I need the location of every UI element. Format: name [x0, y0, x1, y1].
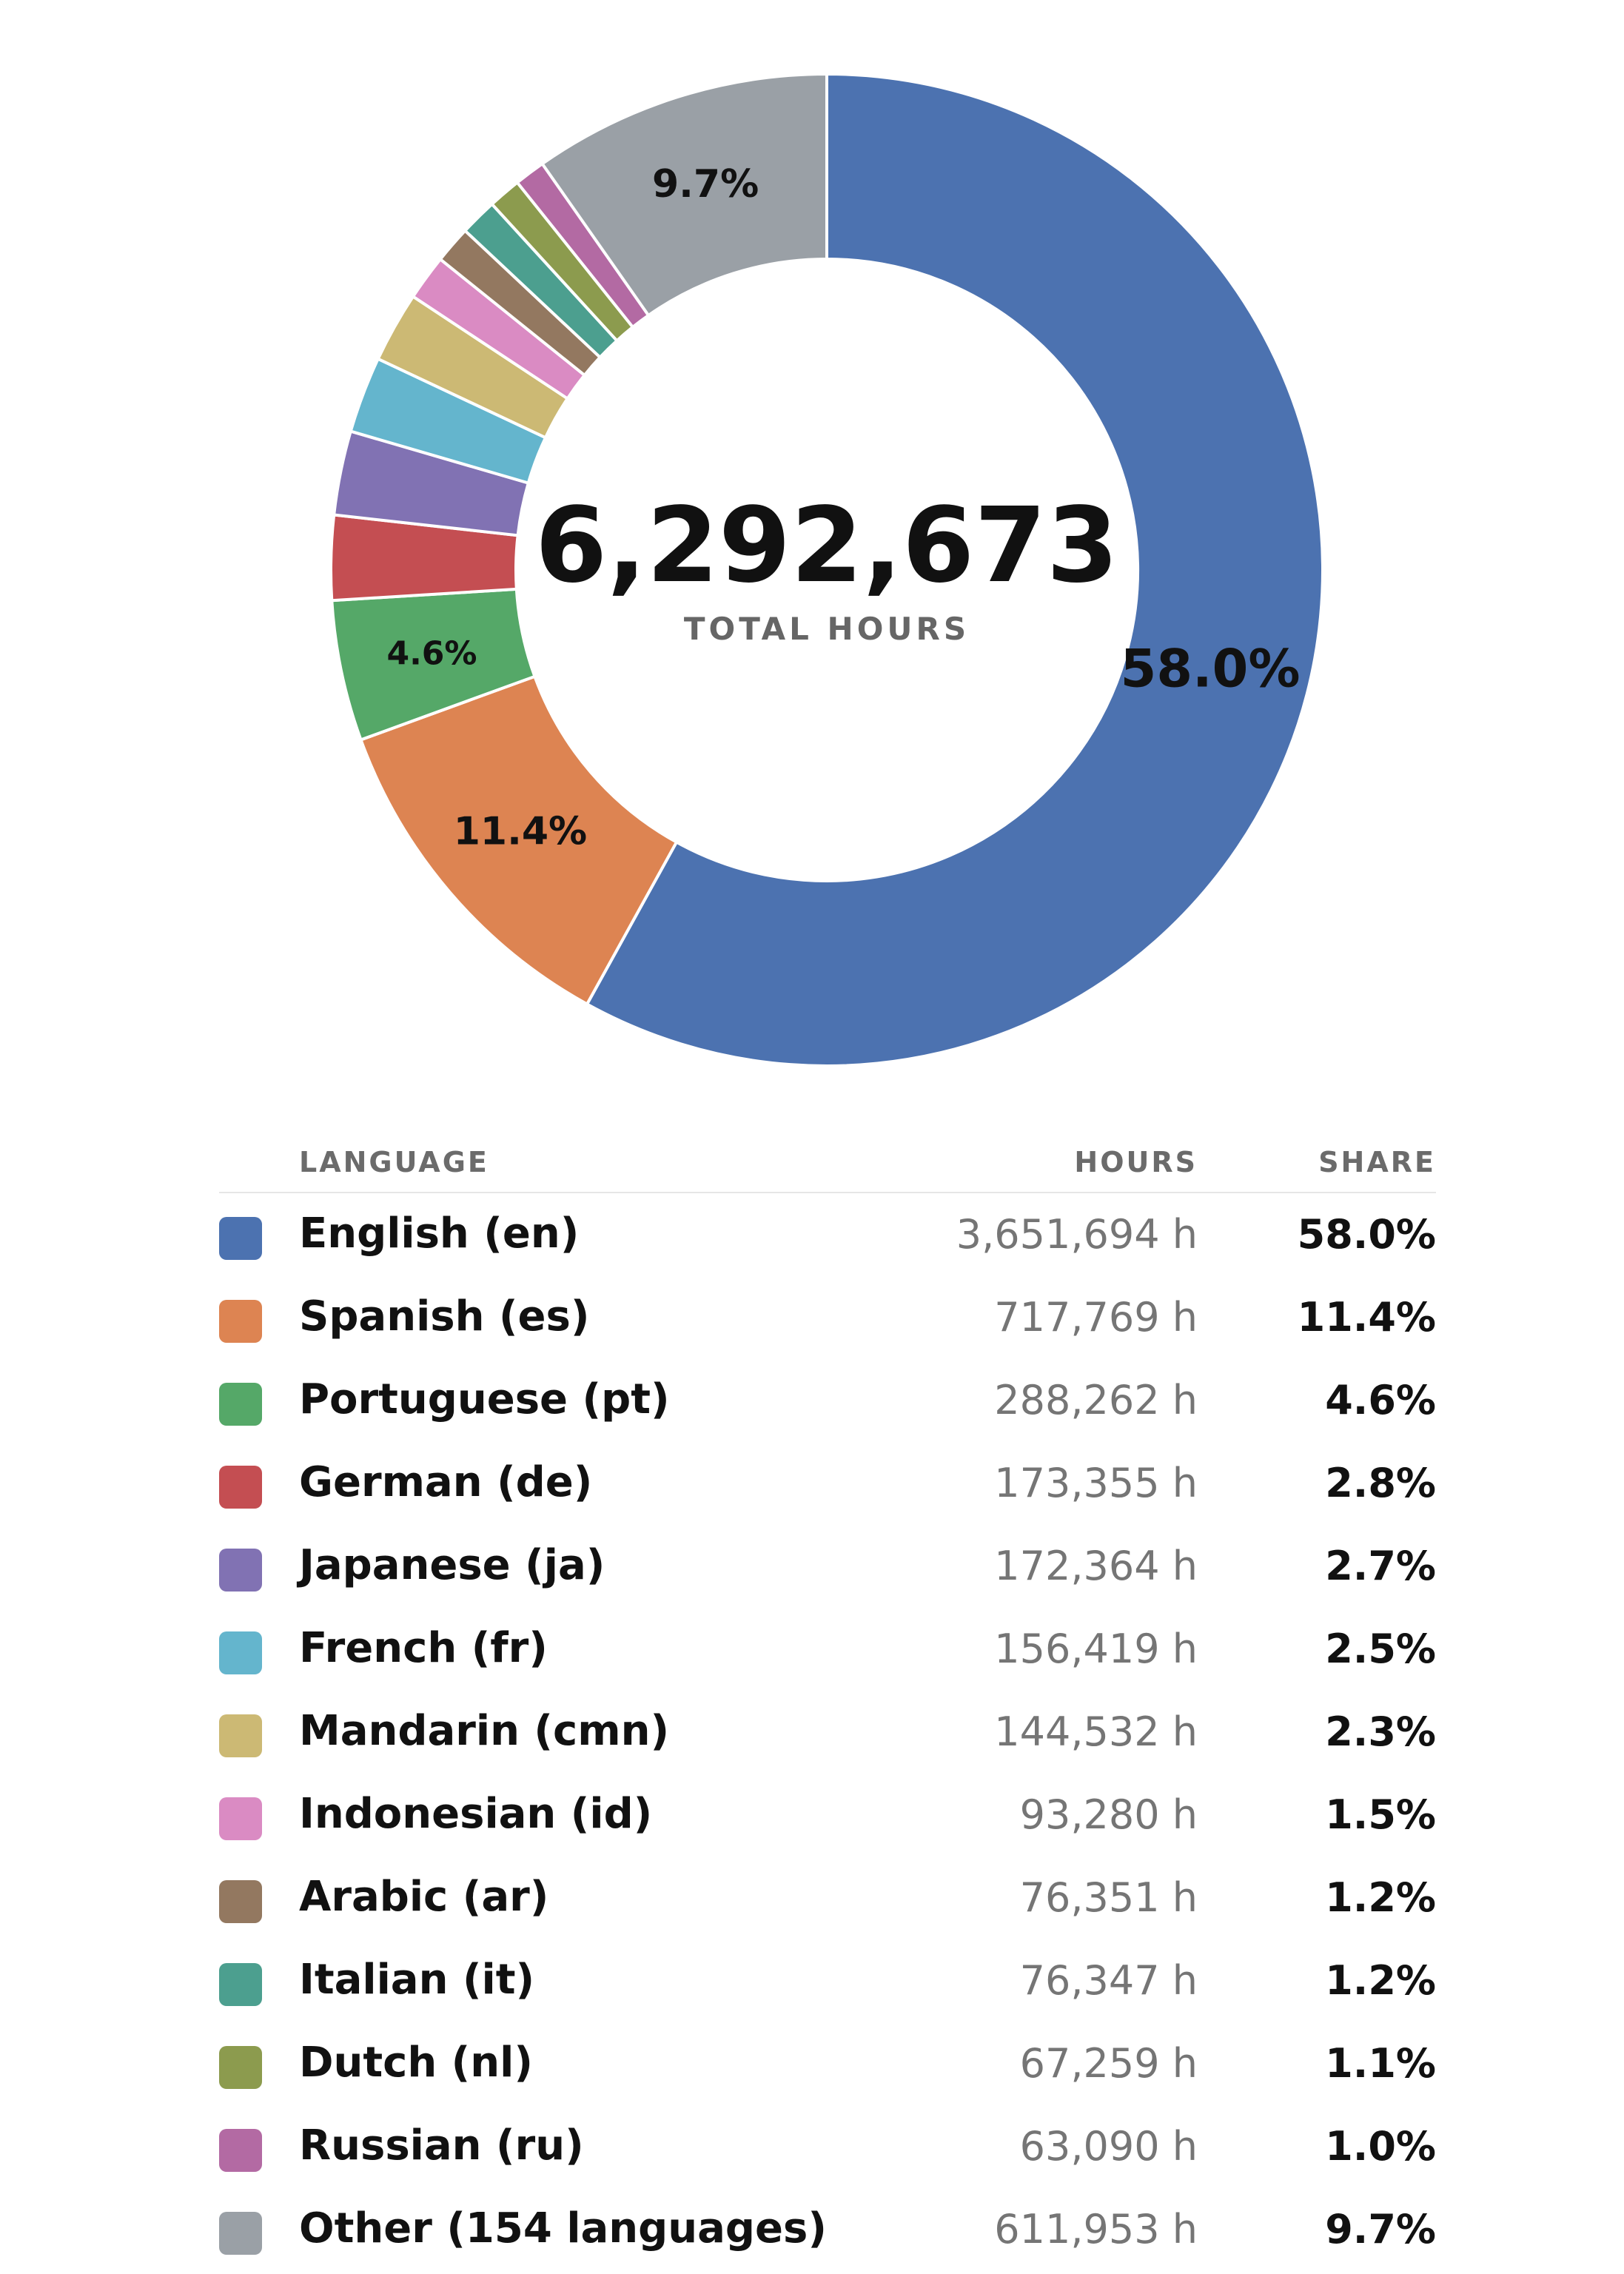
language-share: 1.2% [1325, 1874, 1436, 1921]
language-hours: 172,364 h [994, 1543, 1198, 1589]
legend-row: English (en) 3,651,694 h 58.0% [219, 1193, 1436, 1276]
color-swatch [219, 1631, 262, 1674]
language-share: 9.7% [1325, 2206, 1436, 2253]
color-swatch [219, 1797, 262, 1840]
language-name: Russian (ru) [299, 2122, 584, 2170]
language-name: Spanish (es) [299, 1292, 590, 1341]
legend-row: Indonesian (id) 93,280 h 1.5% [219, 1774, 1436, 1857]
slice-percent-label: 9.7% [652, 162, 759, 207]
legend-header: LANGUAGE HOURS SHARE [219, 1133, 1436, 1193]
legend-row: Russian (ru) 63,090 h 1.0% [219, 2105, 1436, 2188]
language-name: Mandarin (cmn) [299, 1707, 670, 1755]
language-name: Indonesian (id) [299, 1790, 653, 1838]
legend-row: Spanish (es) 717,769 h 11.4% [219, 1276, 1436, 1359]
color-swatch [219, 2129, 262, 2172]
language-name: English (en) [299, 1210, 580, 1258]
color-swatch [219, 1217, 262, 1260]
language-share: 11.4% [1297, 1294, 1436, 1341]
language-hours: 717,769 h [994, 1294, 1198, 1341]
language-hours: 288,262 h [994, 1377, 1198, 1423]
legend-row: Italian (it) 76,347 h 1.2% [219, 1939, 1436, 2022]
donut-chart: 58.0% 11.4% 4.6% 9.7% 6,292,673 TOTAL HOURS [329, 72, 1324, 1067]
slice-percent-label: 4.6% [386, 634, 477, 672]
color-swatch [219, 1549, 262, 1592]
color-swatch [219, 1383, 262, 1426]
color-swatch [219, 1300, 262, 1343]
language-name: German (de) [299, 1458, 593, 1506]
language-share: 4.6% [1325, 1377, 1436, 1423]
legend-row: Japanese (ja) 172,364 h 2.7% [219, 1525, 1436, 1608]
language-name: Italian (it) [299, 1956, 535, 2004]
language-name: French (fr) [299, 1624, 548, 1672]
language-share: 2.3% [1325, 1708, 1436, 1755]
donut-slices [329, 72, 1324, 1067]
column-header-language: LANGUAGE [299, 1146, 489, 1178]
language-name: Dutch (nl) [299, 2039, 533, 2087]
language-share: 1.5% [1325, 1791, 1436, 1838]
language-share: 2.8% [1325, 1460, 1436, 1506]
color-swatch [219, 2212, 262, 2255]
donut-slice [358, 674, 679, 1007]
donut-slice [585, 72, 1324, 1067]
color-swatch [219, 1714, 262, 1757]
slice-percent-label: 11.4% [454, 809, 587, 853]
column-header-hours: HOURS [1074, 1146, 1198, 1178]
language-hours: 611,953 h [994, 2206, 1198, 2253]
language-share: 2.7% [1325, 1543, 1436, 1589]
legend-table: LANGUAGE HOURS SHARE English (en) 3,651,6… [219, 1133, 1436, 2271]
slice-percent-label: 58.0% [1121, 639, 1301, 700]
language-hours: 144,532 h [994, 1708, 1198, 1755]
legend-row: German (de) 173,355 h 2.8% [219, 1442, 1436, 1525]
color-swatch [219, 1880, 262, 1923]
total-hours-caption: TOTAL HOURS [684, 611, 970, 647]
legend-row: Portuguese (pt) 288,262 h 4.6% [219, 1359, 1436, 1442]
donut-slice [540, 72, 828, 318]
language-share: 1.2% [1325, 1957, 1436, 2004]
color-swatch [219, 2046, 262, 2089]
language-hours: 93,280 h [1019, 1791, 1198, 1838]
total-hours-value: 6,292,673 [535, 486, 1118, 606]
language-hours: 3,651,694 h [956, 1211, 1198, 1258]
language-hours: 76,347 h [1019, 1957, 1198, 2004]
legend-row: Mandarin (cmn) 144,532 h 2.3% [219, 1691, 1436, 1774]
language-name: Other (154 languages) [299, 2204, 827, 2253]
language-name: Japanese (ja) [299, 1541, 605, 1589]
language-hours: 63,090 h [1019, 2123, 1198, 2170]
language-share: 1.1% [1325, 2040, 1436, 2087]
legend-row: Dutch (nl) 67,259 h 1.1% [219, 2022, 1436, 2105]
language-hours: 173,355 h [994, 1460, 1198, 1506]
color-swatch [219, 1466, 262, 1509]
language-share: 2.5% [1325, 1626, 1436, 1672]
language-hours: 76,351 h [1019, 1874, 1198, 1921]
language-name: Arabic (ar) [299, 1873, 549, 1921]
language-share: 1.0% [1325, 2123, 1436, 2170]
language-hours: 67,259 h [1019, 2040, 1198, 2087]
language-share: 58.0% [1297, 1211, 1436, 1258]
legend-row: Other (154 languages) 611,953 h 9.7% [219, 2188, 1436, 2271]
slice-labels: 58.0% 11.4% 4.6% 9.7% [386, 162, 1300, 853]
color-swatch [219, 1963, 262, 2006]
column-header-share: SHARE [1318, 1146, 1436, 1178]
language-hours: 156,419 h [994, 1626, 1198, 1672]
legend-rows: English (en) 3,651,694 h 58.0% Spanish (es)… [219, 1193, 1436, 2271]
language-name: Portuguese (pt) [299, 1375, 670, 1423]
legend-row: French (fr) 156,419 h 2.5% [219, 1608, 1436, 1691]
legend-row: Arabic (ar) 76,351 h 1.2% [219, 1857, 1436, 1939]
